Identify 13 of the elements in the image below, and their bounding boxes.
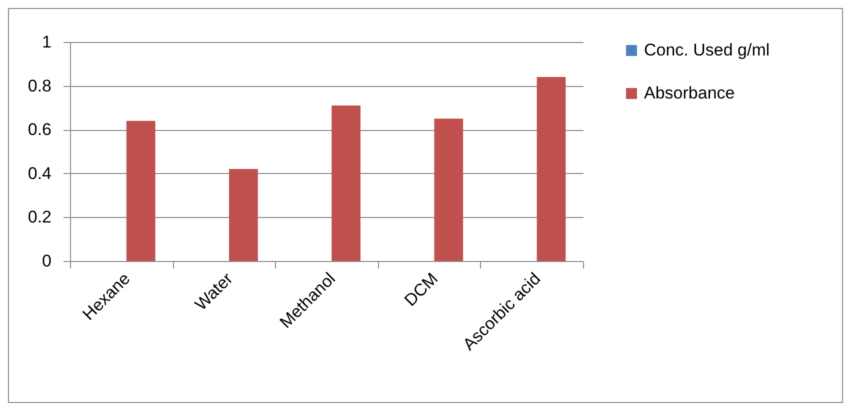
y-tick-label: 0.6 bbox=[28, 120, 52, 140]
y-tick-label: 0.4 bbox=[28, 164, 52, 183]
bar bbox=[332, 106, 360, 261]
bar bbox=[536, 77, 566, 261]
y-tick-label: 1 bbox=[42, 32, 52, 52]
bar bbox=[126, 120, 156, 261]
y-tick-label: 0 bbox=[42, 252, 52, 270]
y-tick-label: 0.2 bbox=[28, 208, 52, 227]
y-tick-label: 0.8 bbox=[28, 76, 52, 96]
legend-label: Absorbance bbox=[644, 84, 735, 102]
bar bbox=[229, 169, 258, 261]
bar bbox=[434, 118, 464, 261]
legend-label: Conc. Used g/ml bbox=[644, 40, 770, 60]
